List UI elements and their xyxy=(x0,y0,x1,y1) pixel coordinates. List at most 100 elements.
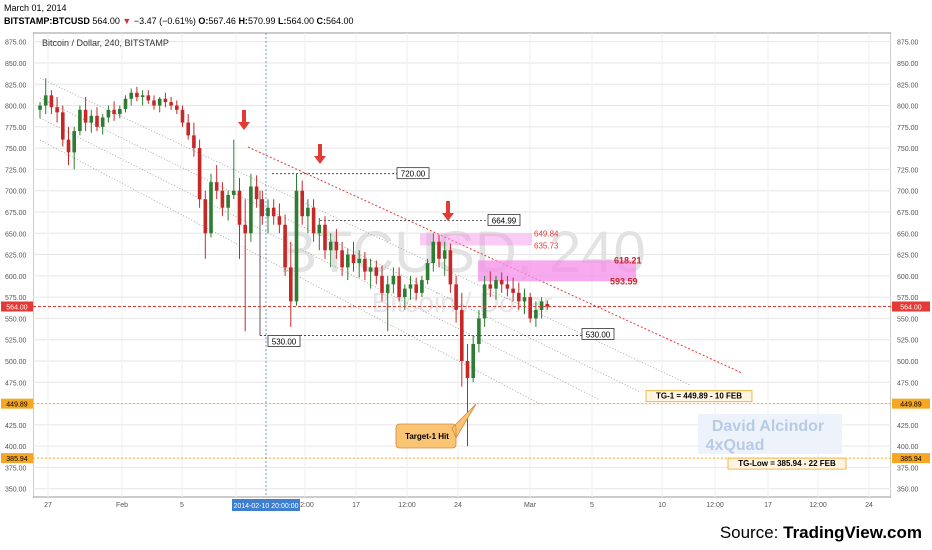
signature-box xyxy=(698,414,842,454)
cursor-label: 2014-02-10 20:00:00 xyxy=(234,503,299,510)
candle-body xyxy=(95,115,99,127)
candle-body xyxy=(374,267,379,276)
candle-body xyxy=(517,292,521,302)
y-tick-label-right: 650.00 xyxy=(897,231,919,238)
open-label: O: xyxy=(198,16,209,26)
candle-body xyxy=(294,190,299,302)
price-marker-box-left xyxy=(1,301,33,312)
candle-body xyxy=(289,267,293,302)
candle-body xyxy=(49,95,54,108)
y-tick-label-left: 825.00 xyxy=(5,82,27,89)
candle-body xyxy=(112,109,116,115)
candle-body xyxy=(351,254,356,264)
price-marker-box-right xyxy=(892,453,930,464)
y-tick-label-left: 575.00 xyxy=(5,295,27,302)
candle-body xyxy=(511,288,515,293)
y-tick-label-right: 550.00 xyxy=(897,316,919,323)
y-tick-label-right: 525.00 xyxy=(897,338,919,345)
y-tick-label-right: 725.00 xyxy=(897,167,919,174)
price-marker-box-left xyxy=(1,398,33,409)
y-tick-label-right: 600.00 xyxy=(897,274,919,281)
candle-body xyxy=(129,92,133,99)
candle-body xyxy=(545,303,550,307)
candle-body xyxy=(437,241,441,259)
target-label-box xyxy=(727,457,847,470)
high-value: 570.99 xyxy=(247,16,276,26)
candle-body xyxy=(403,288,407,298)
level-label-box xyxy=(396,167,430,180)
down-arrow-icon: ▼ xyxy=(122,16,132,26)
price-marker-label-left: 564.00 xyxy=(6,305,28,312)
y-tick-label-left: 850.00 xyxy=(5,61,27,68)
candle-body xyxy=(391,275,396,285)
candle-body xyxy=(192,135,196,149)
candle-body xyxy=(169,102,173,106)
x-tick-label: Mar xyxy=(524,502,537,509)
x-tick-label: 17 xyxy=(764,502,772,509)
x-axis-ticks: 27Feb51012:001712:0024Mar51012:001712:00… xyxy=(44,502,873,509)
zone-lower xyxy=(478,260,636,282)
price-marker-box-left xyxy=(1,453,33,464)
candle-body xyxy=(317,224,322,234)
candle-body xyxy=(106,109,111,118)
y-tick-label-right: 825.00 xyxy=(897,82,919,89)
price-marker-label-left: 385.94 xyxy=(6,456,28,463)
candle-body xyxy=(43,95,48,106)
y-tick-label-right: 575.00 xyxy=(897,295,919,302)
channel-line xyxy=(39,117,601,401)
candle-body xyxy=(157,98,162,106)
y-tick-label-right: 425.00 xyxy=(897,423,919,430)
target-label: TG-1 = 449.89 - 10 FEB xyxy=(656,392,742,401)
level-label-box xyxy=(267,335,301,347)
resistance-trendline xyxy=(247,146,743,374)
symbol-ohlc-line: BITSTAMP:BTCUSD 564.00 ▼ −3.47 (−0.61%) … xyxy=(4,15,354,27)
price-axis[interactable] xyxy=(891,33,931,497)
open-value: 567.46 xyxy=(208,16,236,26)
y-tick-label-left: 775.00 xyxy=(5,125,27,132)
candle-body xyxy=(414,284,418,293)
y-tick-label-left: 875.00 xyxy=(5,40,27,47)
y-tick-label-left: 375.00 xyxy=(5,465,27,472)
candle-body xyxy=(209,182,213,234)
price-change: −3.47 (−0.61%) xyxy=(133,16,196,26)
candle-body xyxy=(323,224,327,251)
source-prefix: Source: xyxy=(719,523,784,542)
candle-body xyxy=(460,309,464,361)
candle-body xyxy=(380,275,384,293)
candle-body xyxy=(78,109,82,132)
y-tick-label-right: 800.00 xyxy=(897,104,919,111)
x-tick-label: 17 xyxy=(352,502,360,509)
candle-body xyxy=(311,207,316,234)
x-tick-label: 27 xyxy=(44,502,52,509)
down-arrow-icon xyxy=(238,122,250,130)
candle-body xyxy=(254,186,259,200)
candle-body xyxy=(539,301,544,310)
target-label-box xyxy=(645,390,753,403)
y-tick-label-left: 625.00 xyxy=(5,253,27,260)
y-tick-label-right: 500.00 xyxy=(897,359,919,366)
candle-body xyxy=(271,207,276,217)
candle-body xyxy=(346,254,350,268)
candle-body xyxy=(232,190,236,195)
signature-name: David Alcindor xyxy=(712,418,824,435)
left-price-axis[interactable] xyxy=(0,33,33,497)
candle-body xyxy=(66,139,71,153)
x-tick-label: 12:00 xyxy=(809,502,827,509)
zone-label: 635.73 xyxy=(534,241,559,250)
source-brand: TradingView.com xyxy=(783,523,922,542)
down-arrow-icon xyxy=(314,156,326,164)
candle-body xyxy=(83,109,88,123)
candle-body xyxy=(55,107,59,113)
candle-body xyxy=(197,148,202,200)
candle-body xyxy=(328,241,333,251)
candle-body xyxy=(477,318,481,344)
candle-body xyxy=(357,258,361,264)
candlestick-series xyxy=(38,78,550,447)
y-tick-label-right: 875.00 xyxy=(897,40,919,47)
candle-body xyxy=(482,284,487,319)
candle-body xyxy=(505,284,510,289)
candle-body xyxy=(488,284,493,289)
candle-body xyxy=(266,207,270,217)
zone-label: 649.84 xyxy=(534,229,559,238)
